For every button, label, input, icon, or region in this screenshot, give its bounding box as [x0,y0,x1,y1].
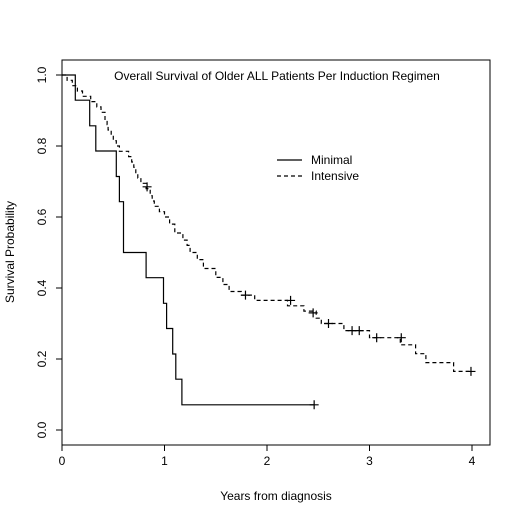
censor-mark-intensive [466,366,476,376]
censor-mark-intensive [240,290,250,300]
plot-frame [61,59,491,446]
x-tick-label: 0 [59,454,66,468]
series-layer [62,74,476,410]
y-tick-label: 0.2 [35,350,49,367]
legend-label-intensive: Intensive [311,169,359,183]
y-axis: 0.0 0.2 0.4 0.6 0.8 1.0 [35,66,62,438]
y-tick-label: 0.4 [35,279,49,296]
censor-mark-intensive [396,333,406,343]
censor-mark-intensive [142,182,152,192]
y-tick-label: 0.0 [35,421,49,438]
y-tick-label: 0.8 [35,137,49,154]
series-line-minimal [62,74,315,406]
x-tick-label: 1 [161,454,168,468]
censor-mark-minimal [309,400,319,410]
censor-mark-intensive [324,319,333,328]
censor-mark-intensive [372,333,382,343]
series-line-intensive [62,74,472,372]
x-tick-label: 2 [264,454,271,468]
y-axis-title: Survival Probability [3,201,17,303]
x-tick-label: 3 [366,454,373,468]
y-tick-label: 1.0 [35,66,49,83]
x-tick-label: 4 [469,454,476,468]
chart-title: Overall Survival of Older ALL Patients P… [114,69,440,83]
legend-label-minimal: Minimal [311,153,352,167]
plot-area [61,59,491,446]
censor-mark-intensive [308,308,318,318]
x-axis: 0 1 2 3 4 [59,445,476,468]
censor-mark-intensive [354,326,364,336]
censor-mark-intensive [286,295,296,305]
legend: Minimal Intensive [277,153,359,183]
x-axis-title: Years from diagnosis [220,489,332,503]
y-tick-label: 0.6 [35,208,49,225]
